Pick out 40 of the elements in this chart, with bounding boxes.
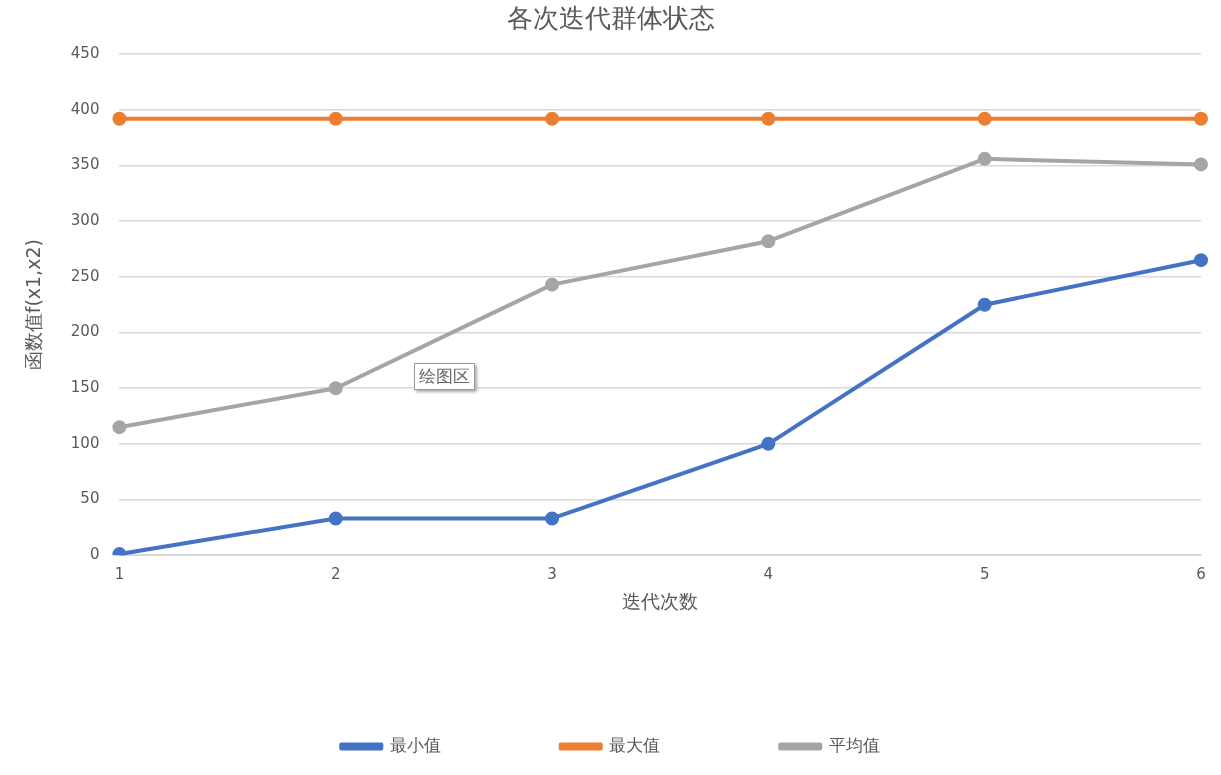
chart-title: 各次迭代群体状态 — [506, 3, 715, 34]
y-axis-title: 函数值f(x1,x2) — [22, 239, 45, 371]
legend-label: 最大值 — [609, 734, 661, 755]
point — [545, 511, 560, 526]
annotation: 绘图区 — [414, 363, 475, 390]
x-tick-label: 4 — [763, 565, 774, 584]
y-tick-label: 400 — [70, 99, 100, 118]
point — [1194, 253, 1208, 268]
y-tick-label: 200 — [70, 322, 100, 341]
y-tick-label: 450 — [70, 44, 100, 63]
y-tick-label: 300 — [70, 211, 100, 230]
x-tick-label: 5 — [979, 565, 990, 584]
x-tick-label: 3 — [547, 565, 557, 584]
point — [328, 111, 343, 126]
point — [112, 420, 127, 435]
point — [977, 151, 992, 166]
x-tick-label: 6 — [1196, 565, 1206, 584]
point — [545, 111, 560, 126]
point — [1194, 111, 1208, 126]
x-tick-label: 1 — [114, 565, 125, 584]
y-tick-label: 100 — [70, 433, 100, 452]
point — [761, 234, 776, 249]
point — [1194, 157, 1208, 172]
point — [112, 111, 127, 126]
point — [977, 111, 992, 126]
y-tick-label: 50 — [80, 489, 100, 508]
point — [761, 436, 776, 451]
point — [328, 511, 343, 526]
point — [977, 297, 992, 312]
y-tick-label: 350 — [70, 155, 100, 174]
y-tick-label: 250 — [70, 266, 100, 285]
point — [545, 277, 560, 292]
point — [761, 111, 776, 126]
x-tick-label: 2 — [330, 565, 341, 584]
y-tick-label: 0 — [89, 545, 100, 564]
legend-label: 平均值 — [828, 734, 880, 755]
point — [328, 381, 343, 396]
y-tick-label: 150 — [70, 378, 100, 397]
x-axis-title: 迭代次数 — [622, 589, 699, 612]
legend-label: 最小值 — [389, 734, 441, 755]
